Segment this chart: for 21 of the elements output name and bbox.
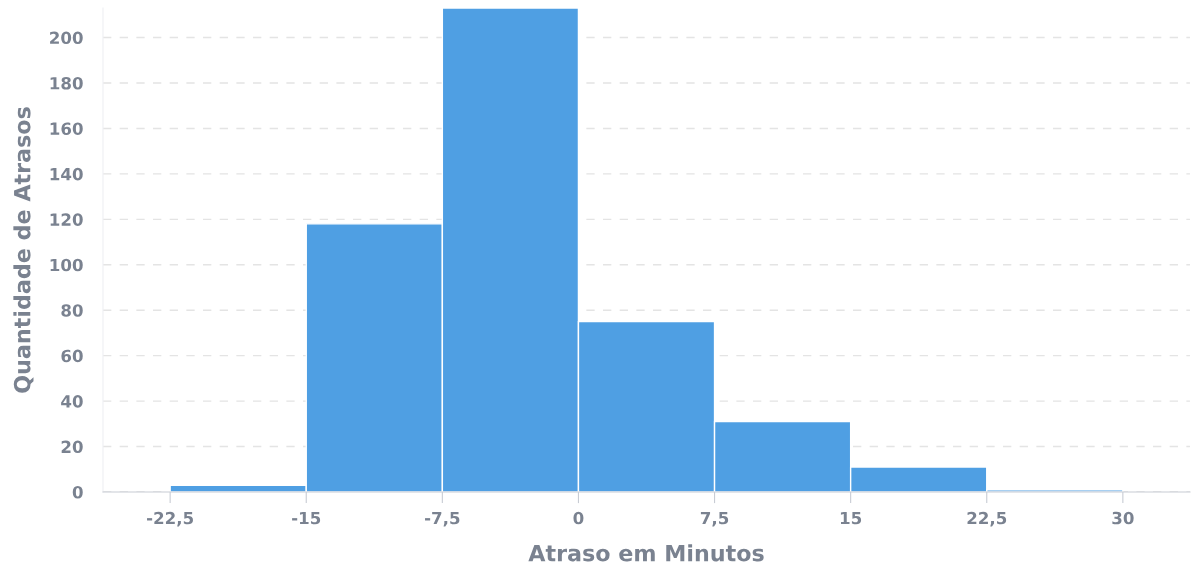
- y-tick-label: 60: [61, 349, 83, 363]
- x-tick-label: 0: [573, 511, 584, 525]
- x-tick-label: -22,5: [147, 511, 193, 527]
- y-tick-label: 140: [50, 167, 83, 181]
- x-tick-label: 15: [840, 511, 862, 525]
- y-tick-label: 80: [61, 304, 83, 317]
- x-tick-label: 22,5: [967, 511, 1007, 527]
- y-tick-label: 120: [50, 213, 83, 226]
- y-tick-label: 180: [50, 76, 83, 90]
- x-tick-label: 30: [1112, 511, 1134, 525]
- x-axis-title: Atraso em Minutos: [528, 544, 764, 562]
- y-tick-label: 100: [50, 258, 83, 272]
- y-tick-label: 20: [61, 440, 83, 454]
- y-tick-label: 200: [50, 31, 83, 45]
- x-tick-label: 7,5: [700, 511, 729, 527]
- y-tick-label: 40: [61, 395, 83, 408]
- y-axis-title: Quantidade de Atrasos: [13, 107, 34, 393]
- y-tick-label: 0: [72, 485, 83, 499]
- y-tick-label: 160: [50, 122, 83, 135]
- x-tick-label: -15: [292, 511, 321, 525]
- x-tick-label: -7,5: [425, 511, 460, 527]
